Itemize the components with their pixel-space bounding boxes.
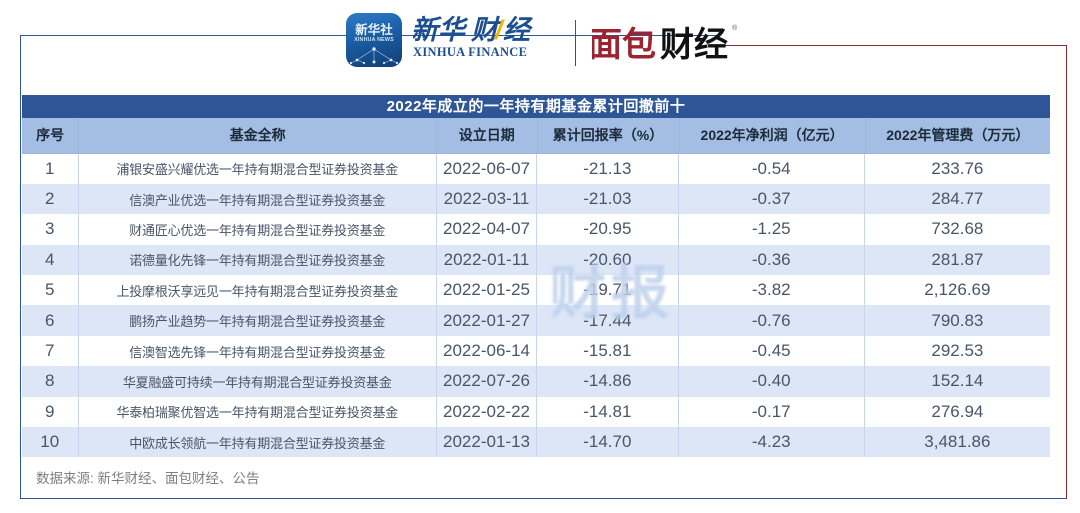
svg-text:XINHUA FINANCE: XINHUA FINANCE <box>413 45 527 59</box>
svg-text:®: ® <box>732 24 738 32</box>
svg-text:新华: 新华 <box>413 15 469 45</box>
svg-text:经: 经 <box>503 15 533 45</box>
svg-text:面包: 面包 <box>592 26 656 64</box>
svg-text:XINHUA NEWS: XINHUA NEWS <box>354 37 394 43</box>
svg-text:财经: 财经 <box>660 26 728 64</box>
svg-text:新华社: 新华社 <box>355 22 393 37</box>
